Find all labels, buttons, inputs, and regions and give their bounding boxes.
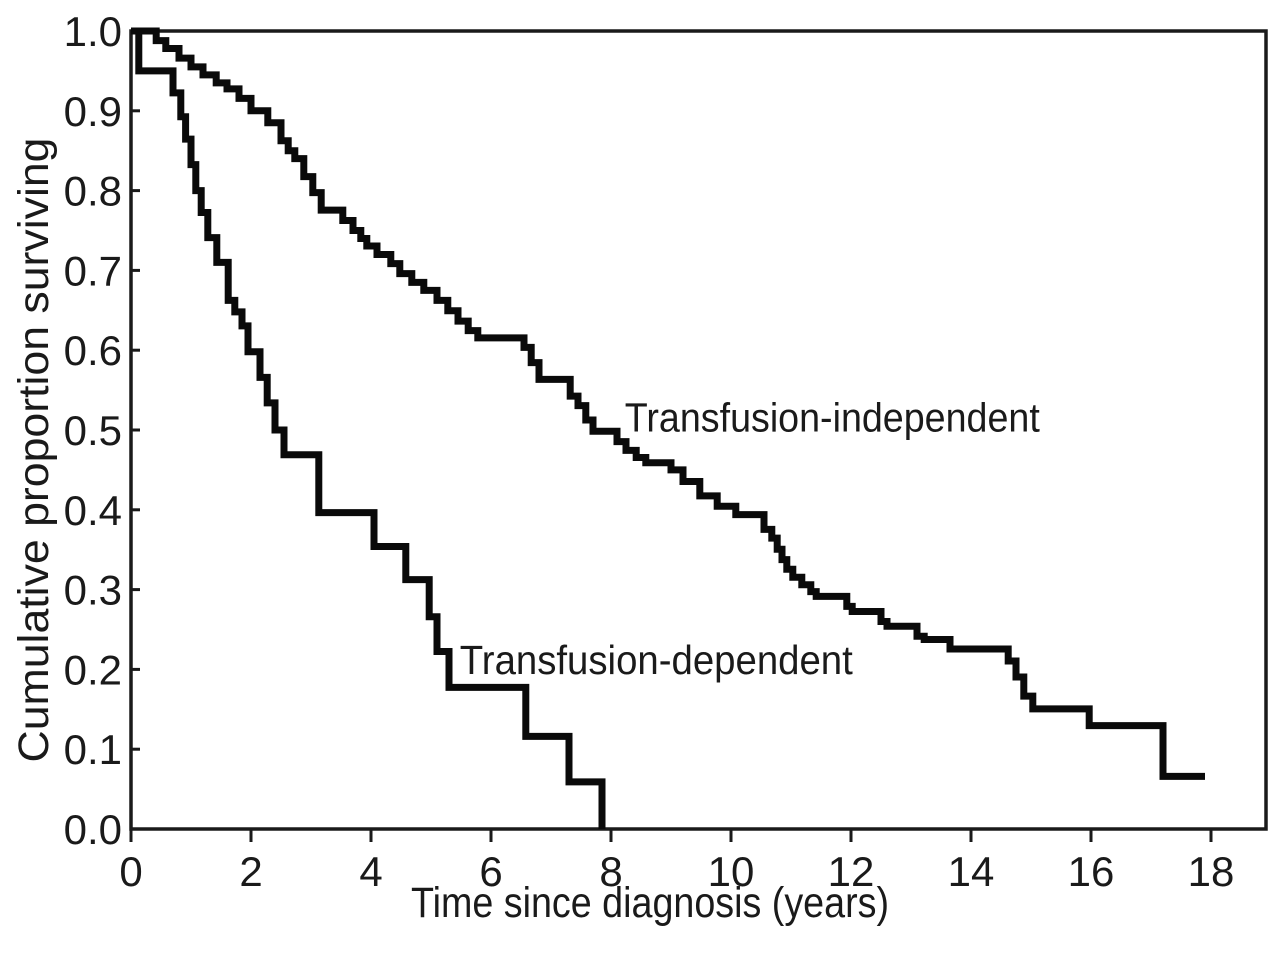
x-tick-label: 2: [239, 848, 262, 895]
y-tick-label: 0.1: [64, 726, 122, 773]
y-tick-label: 0.8: [64, 168, 122, 215]
y-tick-label: 0.6: [64, 327, 122, 374]
y-axis-title: Cumulative proportion surviving: [10, 138, 58, 763]
x-tick-label: 14: [948, 848, 995, 895]
x-tick-label: 4: [359, 848, 382, 895]
y-tick-label: 0.3: [64, 567, 122, 614]
x-tick-label: 10: [708, 848, 755, 895]
x-tick-label: 18: [1188, 848, 1235, 895]
x-tick-label: 0: [119, 848, 142, 895]
survival-curve-transfusion-dependent: [131, 27, 606, 829]
x-tick-label: 6: [479, 848, 502, 895]
x-tick-label: 8: [599, 848, 622, 895]
x-tick-label: 12: [828, 848, 875, 895]
curve-annotations: Transfusion-independent Transfusion-depen…: [460, 395, 1041, 684]
y-tick-label: 0.2: [64, 646, 122, 693]
curve-label-transfusion-dependent: Transfusion-dependent: [460, 637, 854, 683]
survival-curve-transfusion-independent: [131, 27, 1205, 780]
y-tick-label: 0.5: [64, 407, 122, 454]
x-axis-ticks: 0 2 4 6 8 10 12 14 16 18: [119, 829, 1234, 895]
y-tick-label: 0.7: [64, 247, 122, 294]
x-axis-title: Time since diagnosis (years): [411, 879, 889, 927]
y-axis-ticks: 0.0 0.1 0.2 0.3 0.4 0.5 0.6 0.7 0.8 0.9 1.0: [64, 8, 140, 853]
curve-label-transfusion-independent: Transfusion-independent: [625, 395, 1041, 441]
x-tick-label: 16: [1068, 848, 1115, 895]
y-tick-label: 1.0: [64, 8, 122, 55]
y-tick-label: 0.0: [64, 806, 122, 853]
survival-curves: [131, 27, 1205, 829]
y-tick-label: 0.9: [64, 88, 122, 135]
y-tick-label: 0.4: [64, 487, 122, 534]
